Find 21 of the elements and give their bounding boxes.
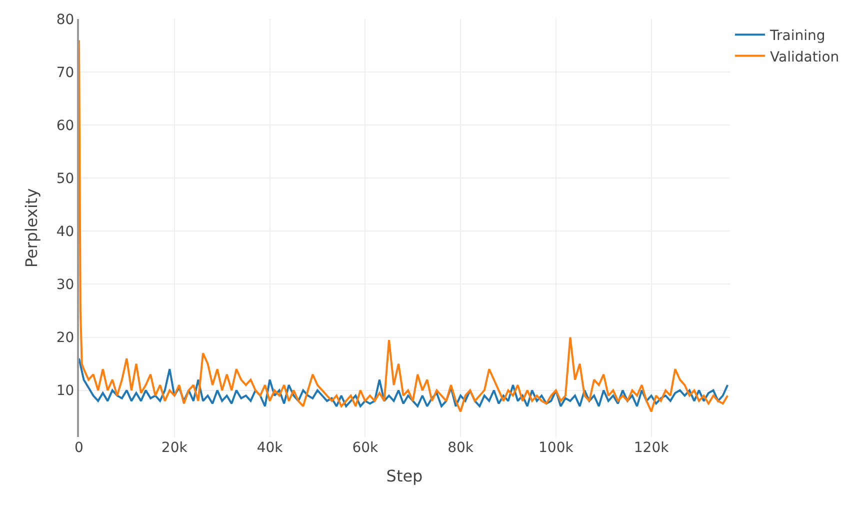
y-tick-label: 30: [56, 277, 74, 294]
y-tick-label: 40: [56, 224, 74, 240]
y-tick-label: 80: [56, 12, 74, 28]
legend-label: Training: [769, 28, 826, 44]
x-tick-label: 40k: [256, 440, 284, 456]
y-tick-label: 60: [56, 118, 74, 134]
x-tick-label: 80k: [448, 440, 474, 456]
y-tick-label: 20: [56, 330, 74, 346]
x-axis-title: Step: [386, 466, 423, 486]
y-tick-label: 50: [56, 171, 74, 188]
legend-label: Validation: [770, 49, 840, 66]
line-series: [79, 357, 729, 408]
y-tick-label: 70: [56, 64, 74, 81]
line-series: [79, 39, 729, 413]
x-tick-label: 0: [74, 440, 84, 456]
y-axis-title: Perplexity: [22, 188, 41, 268]
x-tick-label: 60k: [352, 440, 380, 456]
x-tick-label: 20k: [161, 440, 188, 456]
x-tick-label: 120k: [634, 440, 670, 456]
x-tick-label: 100k: [538, 440, 574, 456]
y-tick-label: 10: [56, 383, 74, 400]
